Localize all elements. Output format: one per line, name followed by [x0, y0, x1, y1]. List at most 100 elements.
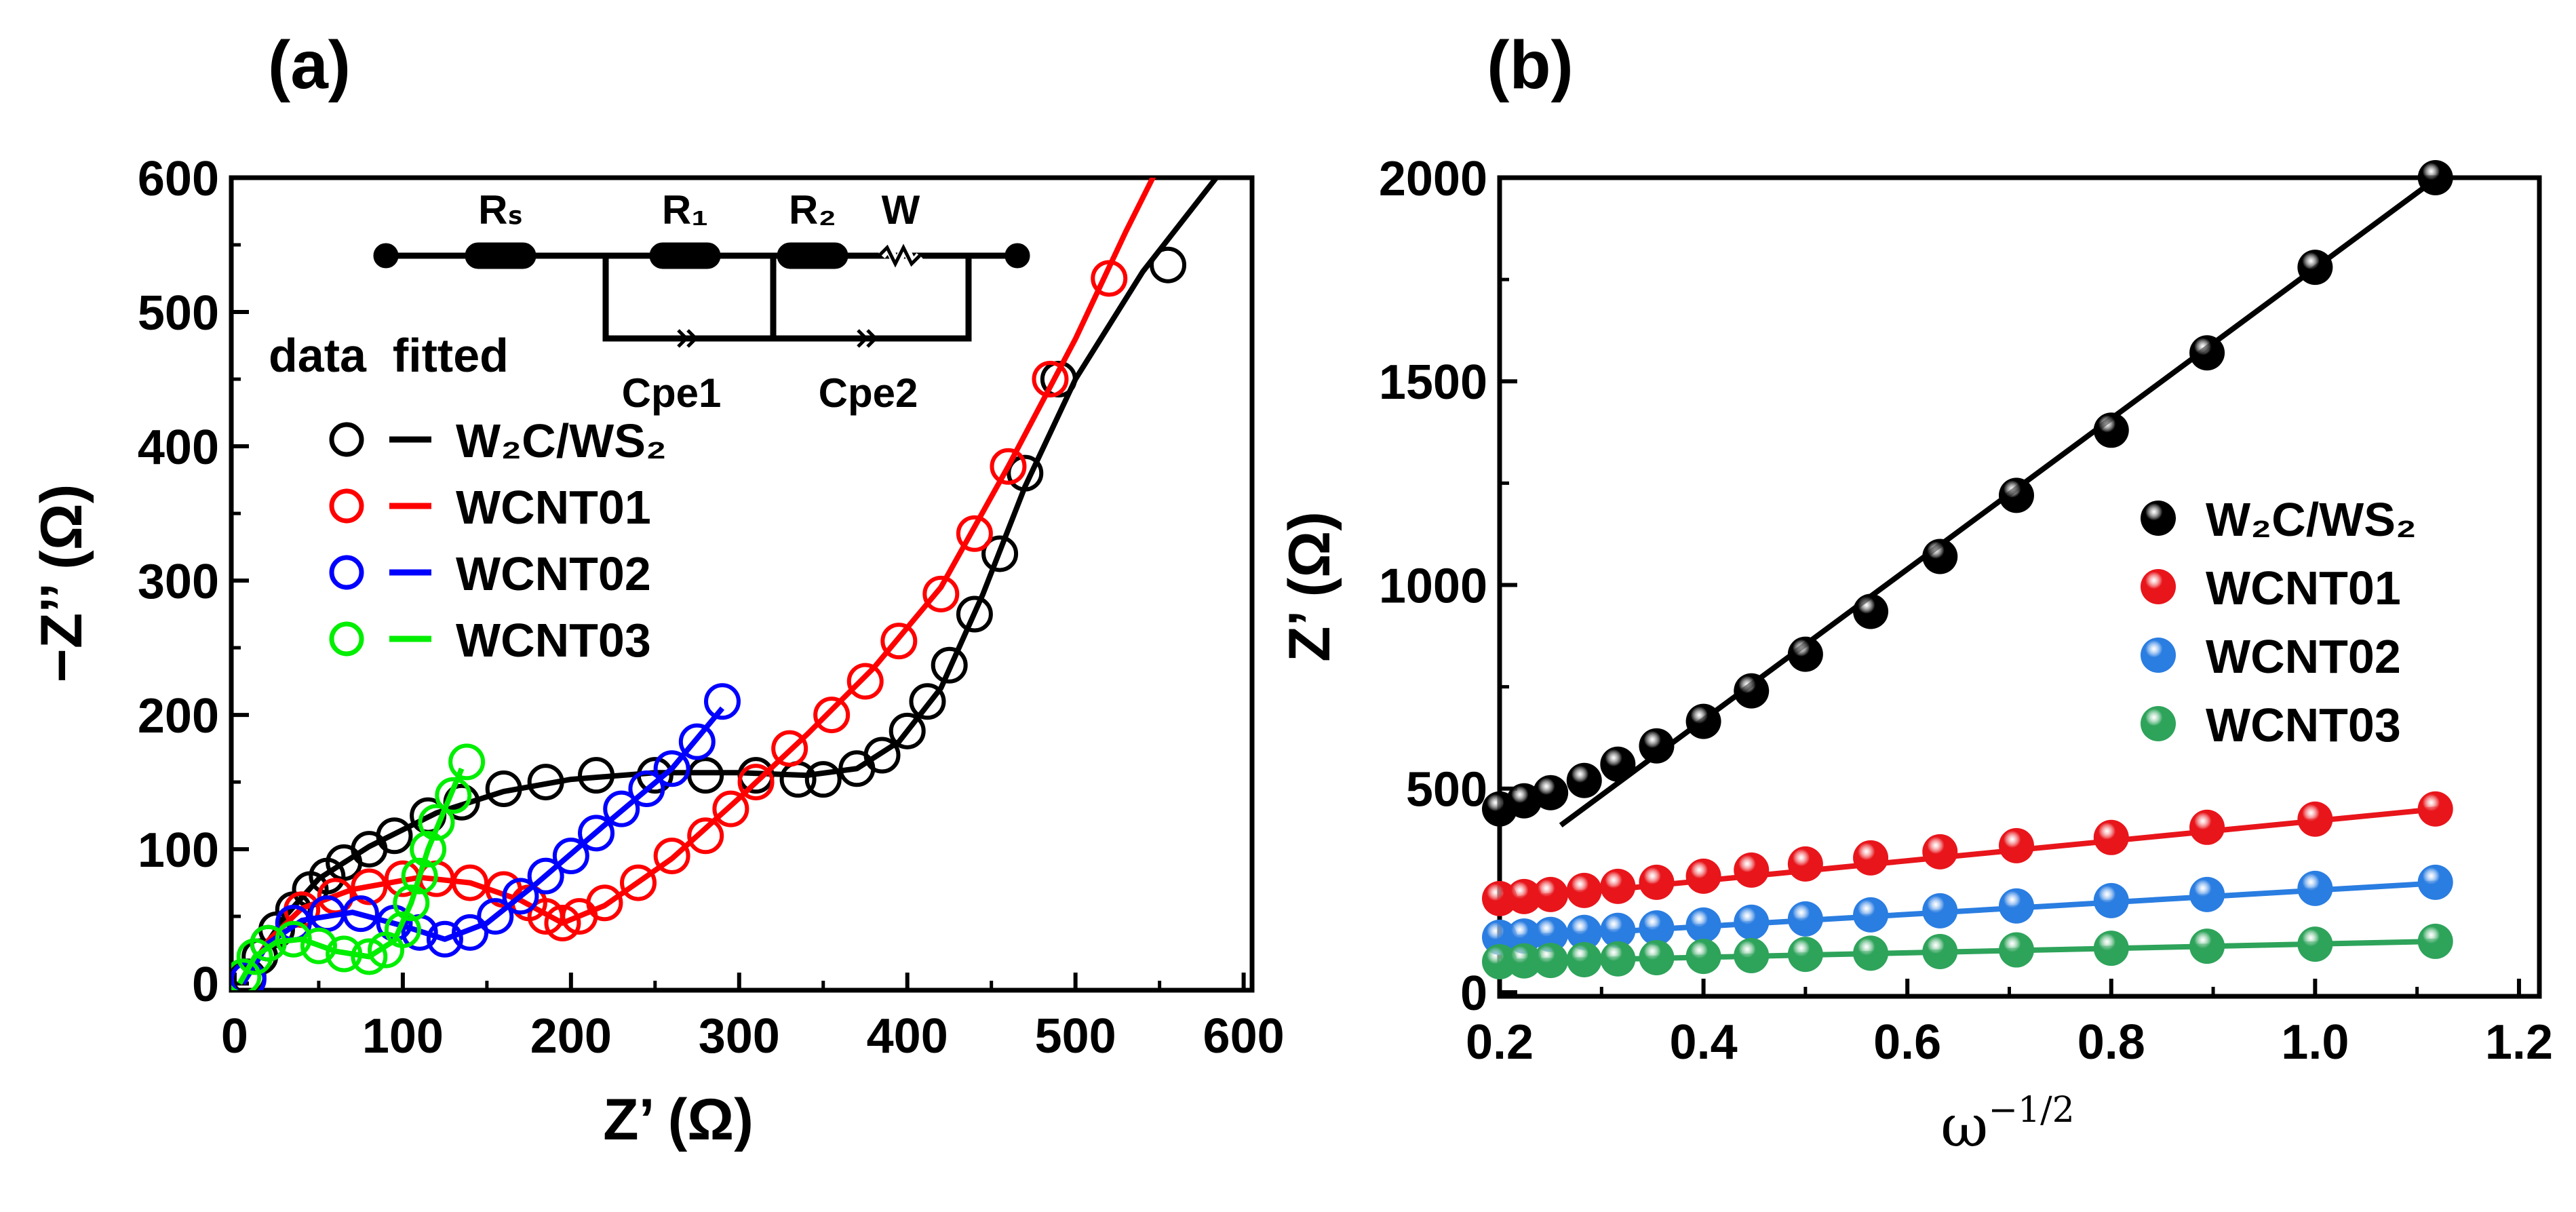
data-point [2093, 931, 2129, 966]
data-point [628, 770, 665, 807]
fit-line [240, 706, 725, 985]
panel-a-y-axis-title: −Z’’ (Ω) [29, 484, 94, 683]
data-point [1007, 454, 1044, 492]
data-point [1922, 893, 1958, 928]
data-point [981, 535, 1019, 572]
panel-a-label: (a) [268, 27, 351, 103]
data-point [1600, 746, 1636, 782]
data-point [326, 935, 363, 973]
data-point [527, 764, 564, 801]
data-point [804, 761, 842, 798]
data-point [2417, 160, 2453, 195]
data-point [544, 904, 581, 941]
data-point [2297, 801, 2333, 837]
data-point [1853, 897, 1889, 933]
data-point [1506, 783, 1542, 819]
panel-b: (b) Z’ (Ω) ω−1/2 0.2 0.4 0.6 0.8 1.0 1.2 0 500 1… [1277, 27, 2553, 1160]
panel-b-frame [1497, 175, 2542, 999]
data-point [452, 864, 489, 901]
data-point [931, 646, 968, 684]
legend-marker [329, 422, 364, 457]
data-point [653, 837, 690, 874]
legend-label: WCNT02 [2206, 630, 2401, 683]
panel-a-x-tick-label: 300 [699, 1009, 780, 1063]
data-point [771, 730, 808, 767]
data-point [863, 737, 901, 774]
panel-a-legend: W₂C/WS₂ WCNT01 WCNT02 WCNT03 [329, 414, 667, 667]
equivalent-circuit-diagram [373, 238, 1030, 348]
data-point [435, 777, 472, 814]
circuit-label-r2: R₂ [789, 187, 836, 233]
panel-b-x-tick-label: 0.8 [2077, 1015, 2145, 1070]
x-title-base: ω [1940, 1093, 1988, 1160]
panel-a-y-tick-label: 300 [138, 555, 219, 609]
data-point [376, 817, 413, 855]
panel-a-frame [229, 175, 1255, 993]
data-point [351, 938, 388, 975]
data-point [2417, 923, 2453, 959]
data-point [1032, 361, 1069, 398]
panel-b-x-tick-label: 1.2 [2485, 1015, 2553, 1070]
panel-b-y-axis-title: Z’ (Ω) [1277, 511, 1342, 662]
data-point [401, 857, 438, 895]
data-point [1639, 939, 1675, 975]
legend-marker [2141, 501, 2176, 536]
data-point [1853, 840, 1889, 876]
data-point [603, 790, 640, 827]
circuit-label-cpe1: Cpe1 [622, 370, 722, 416]
panel-a-series-layer [231, 178, 1220, 990]
series-w-c-ws- [1482, 160, 2453, 828]
data-point [1600, 912, 1636, 948]
data-point [1566, 872, 1602, 908]
data-point [1639, 728, 1675, 764]
panel-a-plot-area: 0 100 200 300 400 500 600 0 100 200 300 400 500 600 [138, 152, 1285, 1063]
panel-b-x-axis-title: ω−1/2 [1940, 1090, 2074, 1160]
data-point [1639, 910, 1675, 946]
data-point [485, 770, 522, 807]
circuit-label-rs: Rₛ [478, 187, 523, 233]
data-point [1533, 943, 1569, 979]
panel-b-x-tick-label: 0.6 [1873, 1015, 1941, 1070]
panel-b-x-tick-label: 0.2 [1466, 1015, 1534, 1070]
data-point [1566, 941, 1602, 977]
panel-a-y-tick-label: 500 [138, 286, 219, 340]
data-point [527, 857, 564, 895]
data-point [653, 750, 690, 787]
data-point [880, 623, 918, 660]
circuit-label-cpe2: Cpe2 [819, 370, 918, 416]
data-point [2189, 928, 2225, 964]
legend-label: W₂C/WS₂ [456, 414, 667, 467]
series-wcnt03 [231, 743, 486, 990]
panel-a-x-tick-label: 200 [530, 1009, 612, 1063]
panel-a-y-tick-label: 400 [138, 421, 219, 475]
panel-b-y-tick-label: 500 [1406, 763, 1487, 817]
legend-marker [2141, 569, 2176, 604]
data-point [1922, 933, 1958, 969]
data-point [687, 757, 724, 794]
data-point [275, 920, 312, 958]
panel-b-legend: W₂C/WS₂ WCNT01 WCNT02 WCNT03 [2141, 493, 2417, 751]
data-point [922, 575, 960, 612]
data-point [687, 817, 724, 855]
panel-a-y-tick-label: 100 [138, 823, 219, 878]
panel-a-y-tick-label: 200 [138, 689, 219, 743]
data-point [1787, 901, 1823, 937]
panel-a-y-tick-label: 600 [138, 152, 219, 206]
circuit-label-r1: R₁ [662, 187, 708, 233]
data-point [502, 878, 539, 915]
data-point [846, 663, 884, 700]
series-wcnt03 [1482, 923, 2453, 979]
data-point [1787, 846, 1823, 882]
data-point [1787, 937, 1823, 973]
panel-b-label: (b) [1487, 27, 1574, 103]
data-point [1998, 888, 2034, 924]
legend-label: WCNT02 [456, 547, 651, 600]
data-point [1787, 636, 1823, 672]
series-w-c-ws- [231, 178, 1220, 990]
data-point [586, 884, 623, 922]
data-point [2093, 882, 2129, 918]
data-point [2417, 791, 2453, 827]
legend-label: WCNT01 [2206, 562, 2401, 614]
panel-b-y-tick-label: 1000 [1379, 559, 1487, 613]
